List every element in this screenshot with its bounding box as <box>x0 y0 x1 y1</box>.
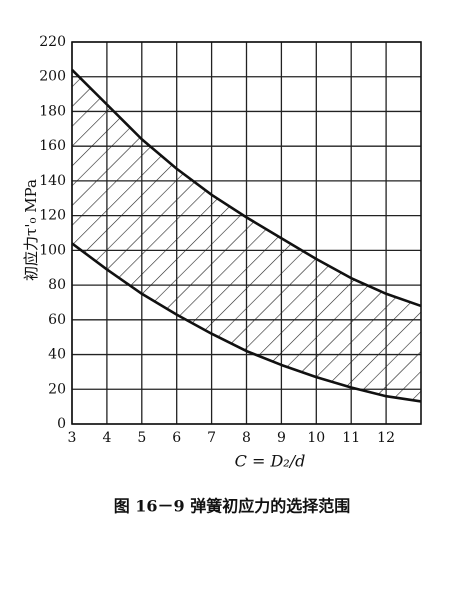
plot-frame <box>71 41 422 425</box>
y-tick-label: 40 <box>48 347 66 363</box>
y-tick-label: 100 <box>39 242 66 258</box>
x-tick-label: 6 <box>172 430 181 446</box>
y-tick-label: 220 <box>39 34 66 50</box>
y-tick-label: 160 <box>39 138 66 154</box>
x-axis-label: C = D₂/d <box>235 452 306 471</box>
x-tick-label: 4 <box>102 430 111 446</box>
x-tick-label: 5 <box>137 430 146 446</box>
y-tick-label: 140 <box>39 173 66 189</box>
x-tick-label: 9 <box>277 430 286 446</box>
y-tick-label: 60 <box>48 312 66 328</box>
y-tick-label: 20 <box>48 381 66 397</box>
y-tick-label: 180 <box>39 103 66 119</box>
caption: 图 16－9 弹簧初应力的选择范围 <box>114 497 351 516</box>
x-tick-label: 8 <box>242 430 251 446</box>
y-tick-label: 200 <box>39 69 66 85</box>
x-tick-label: 12 <box>377 430 395 446</box>
curve <box>71 68 422 308</box>
x-tick-label: 11 <box>342 430 360 446</box>
y-tick-label: 0 <box>57 416 66 432</box>
y-tick-label: 120 <box>39 208 66 224</box>
y-axis-label: 初应力τ'₀ MPa <box>22 179 40 281</box>
x-tick-label: 7 <box>207 430 216 446</box>
y-tick-label: 80 <box>48 277 66 293</box>
x-tick-label: 3 <box>68 430 77 446</box>
curve <box>71 242 422 403</box>
x-tick-label: 10 <box>307 430 325 446</box>
